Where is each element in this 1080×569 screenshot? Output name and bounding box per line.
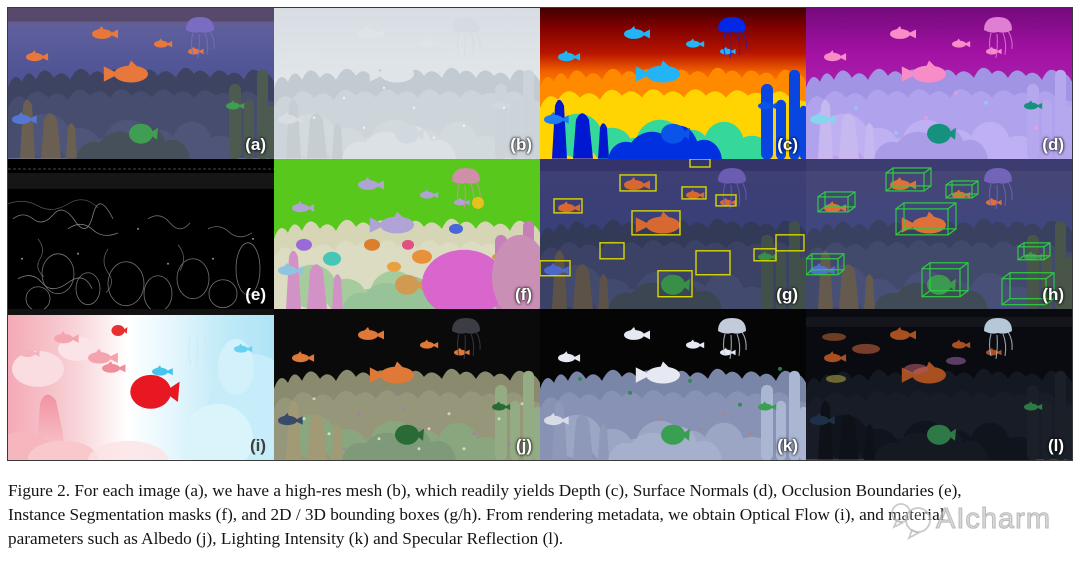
panel-label-i: (i) [249,436,266,455]
figure-image-grid: (a) (b) [8,8,1072,460]
caption-line-3: parameters such as Albedo (j), Lighting … [8,529,564,548]
panel-label-d: (d) [1042,134,1064,154]
panel-k-lighting-intensity: (k) [540,309,806,460]
panel-label-k: (k) [777,436,798,455]
panel-label-j: (j) [515,436,532,455]
panel-label-c: (c) [777,134,798,154]
panel-b-visual [274,8,540,159]
panel-d-normals: (d) [806,8,1072,159]
3d-bbox-overlay [806,167,1055,305]
panel-label-l: (l) [1047,436,1064,455]
panel-e-occlusion-boundaries: (e) [8,158,274,310]
panel-i-visual [8,309,274,460]
panel-h-3d-bounding-boxes: (h) [806,158,1072,310]
panel-label-h: (h) [1042,285,1064,305]
panel-c-depth: (c) [540,8,806,159]
panel-f-instance-segmentation: (f) [274,158,540,310]
panel-label-a: (a) [245,134,266,154]
panel-a-rgb-image: (a) [8,8,274,159]
panel-c-visual [540,8,806,159]
panel-h-visual [806,158,1072,310]
panel-i-optical-flow: (i) [8,309,274,460]
panel-d-visual [806,8,1072,159]
figure-caption: Figure 2. For each image (a), we have a … [8,479,1072,551]
panel-e-visual [8,158,274,310]
panel-l-specular-reflection: (l) [806,309,1072,460]
panel-label-e: (e) [245,285,266,305]
panel-j-visual [274,309,540,460]
panel-b-mesh: (b) [274,8,540,159]
caption-line-1: Figure 2. For each image (a), we have a … [8,481,962,500]
panel-l-visual [806,309,1072,460]
panel-g-visual [540,158,806,310]
panel-g-2d-bounding-boxes: (g) [540,158,806,310]
panel-f-visual [274,158,540,310]
caption-line-2: Instance Segmentation masks (f), and 2D … [8,505,945,524]
panel-label-b: (b) [510,134,532,154]
panel-label-g: (g) [776,285,798,305]
panel-j-albedo: (j) [274,309,540,460]
panel-label-f: (f) [515,285,532,305]
2d-bbox-overlay [540,158,805,298]
panel-a-visual [8,8,274,159]
panel-k-visual [540,309,806,460]
